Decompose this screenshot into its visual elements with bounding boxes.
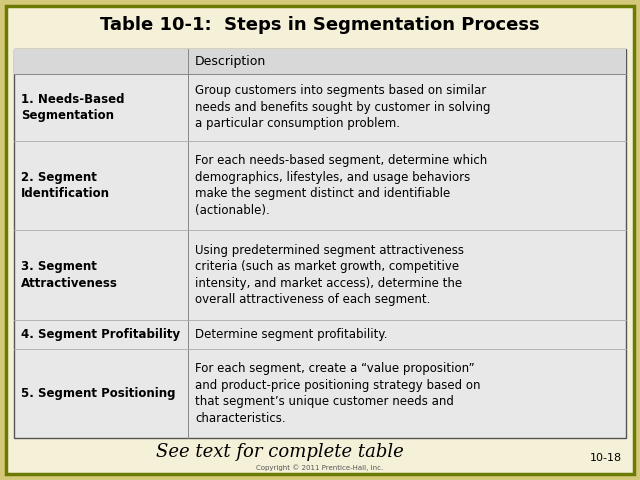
Bar	[14, 49, 626, 438]
Text: 10-18: 10-18	[590, 453, 622, 463]
Text: See text for complete table: See text for complete table	[156, 443, 404, 461]
Text: Copyright © 2011 Prentice-Hall, Inc.: Copyright © 2011 Prentice-Hall, Inc.	[257, 464, 383, 471]
Text: 1. Needs-Based
Segmentation: 1. Needs-Based Segmentation	[21, 93, 125, 122]
Text: Determine segment profitability.: Determine segment profitability.	[195, 328, 388, 341]
Text: 2. Segment
Identification: 2. Segment Identification	[21, 171, 110, 201]
Text: Group customers into segments based on similar
needs and benefits sought by cust: Group customers into segments based on s…	[195, 84, 491, 131]
Text: Using predetermined segment attractiveness
criteria (such as market growth, comp: Using predetermined segment attractivene…	[195, 244, 465, 306]
Text: For each segment, create a “value proposition”
and product-price positioning str: For each segment, create a “value propos…	[195, 362, 481, 425]
Text: 3. Segment
Attractiveness: 3. Segment Attractiveness	[21, 260, 118, 290]
Bar	[14, 49, 626, 74]
Text: 4. Segment Profitability: 4. Segment Profitability	[21, 328, 180, 341]
Text: For each needs-based segment, determine which
demographics, lifestyles, and usag: For each needs-based segment, determine …	[195, 155, 488, 217]
Text: 5. Segment Positioning: 5. Segment Positioning	[21, 387, 175, 400]
Text: Table 10-1:  Steps in Segmentation Process: Table 10-1: Steps in Segmentation Proces…	[100, 16, 540, 34]
Text: Description: Description	[195, 55, 266, 68]
